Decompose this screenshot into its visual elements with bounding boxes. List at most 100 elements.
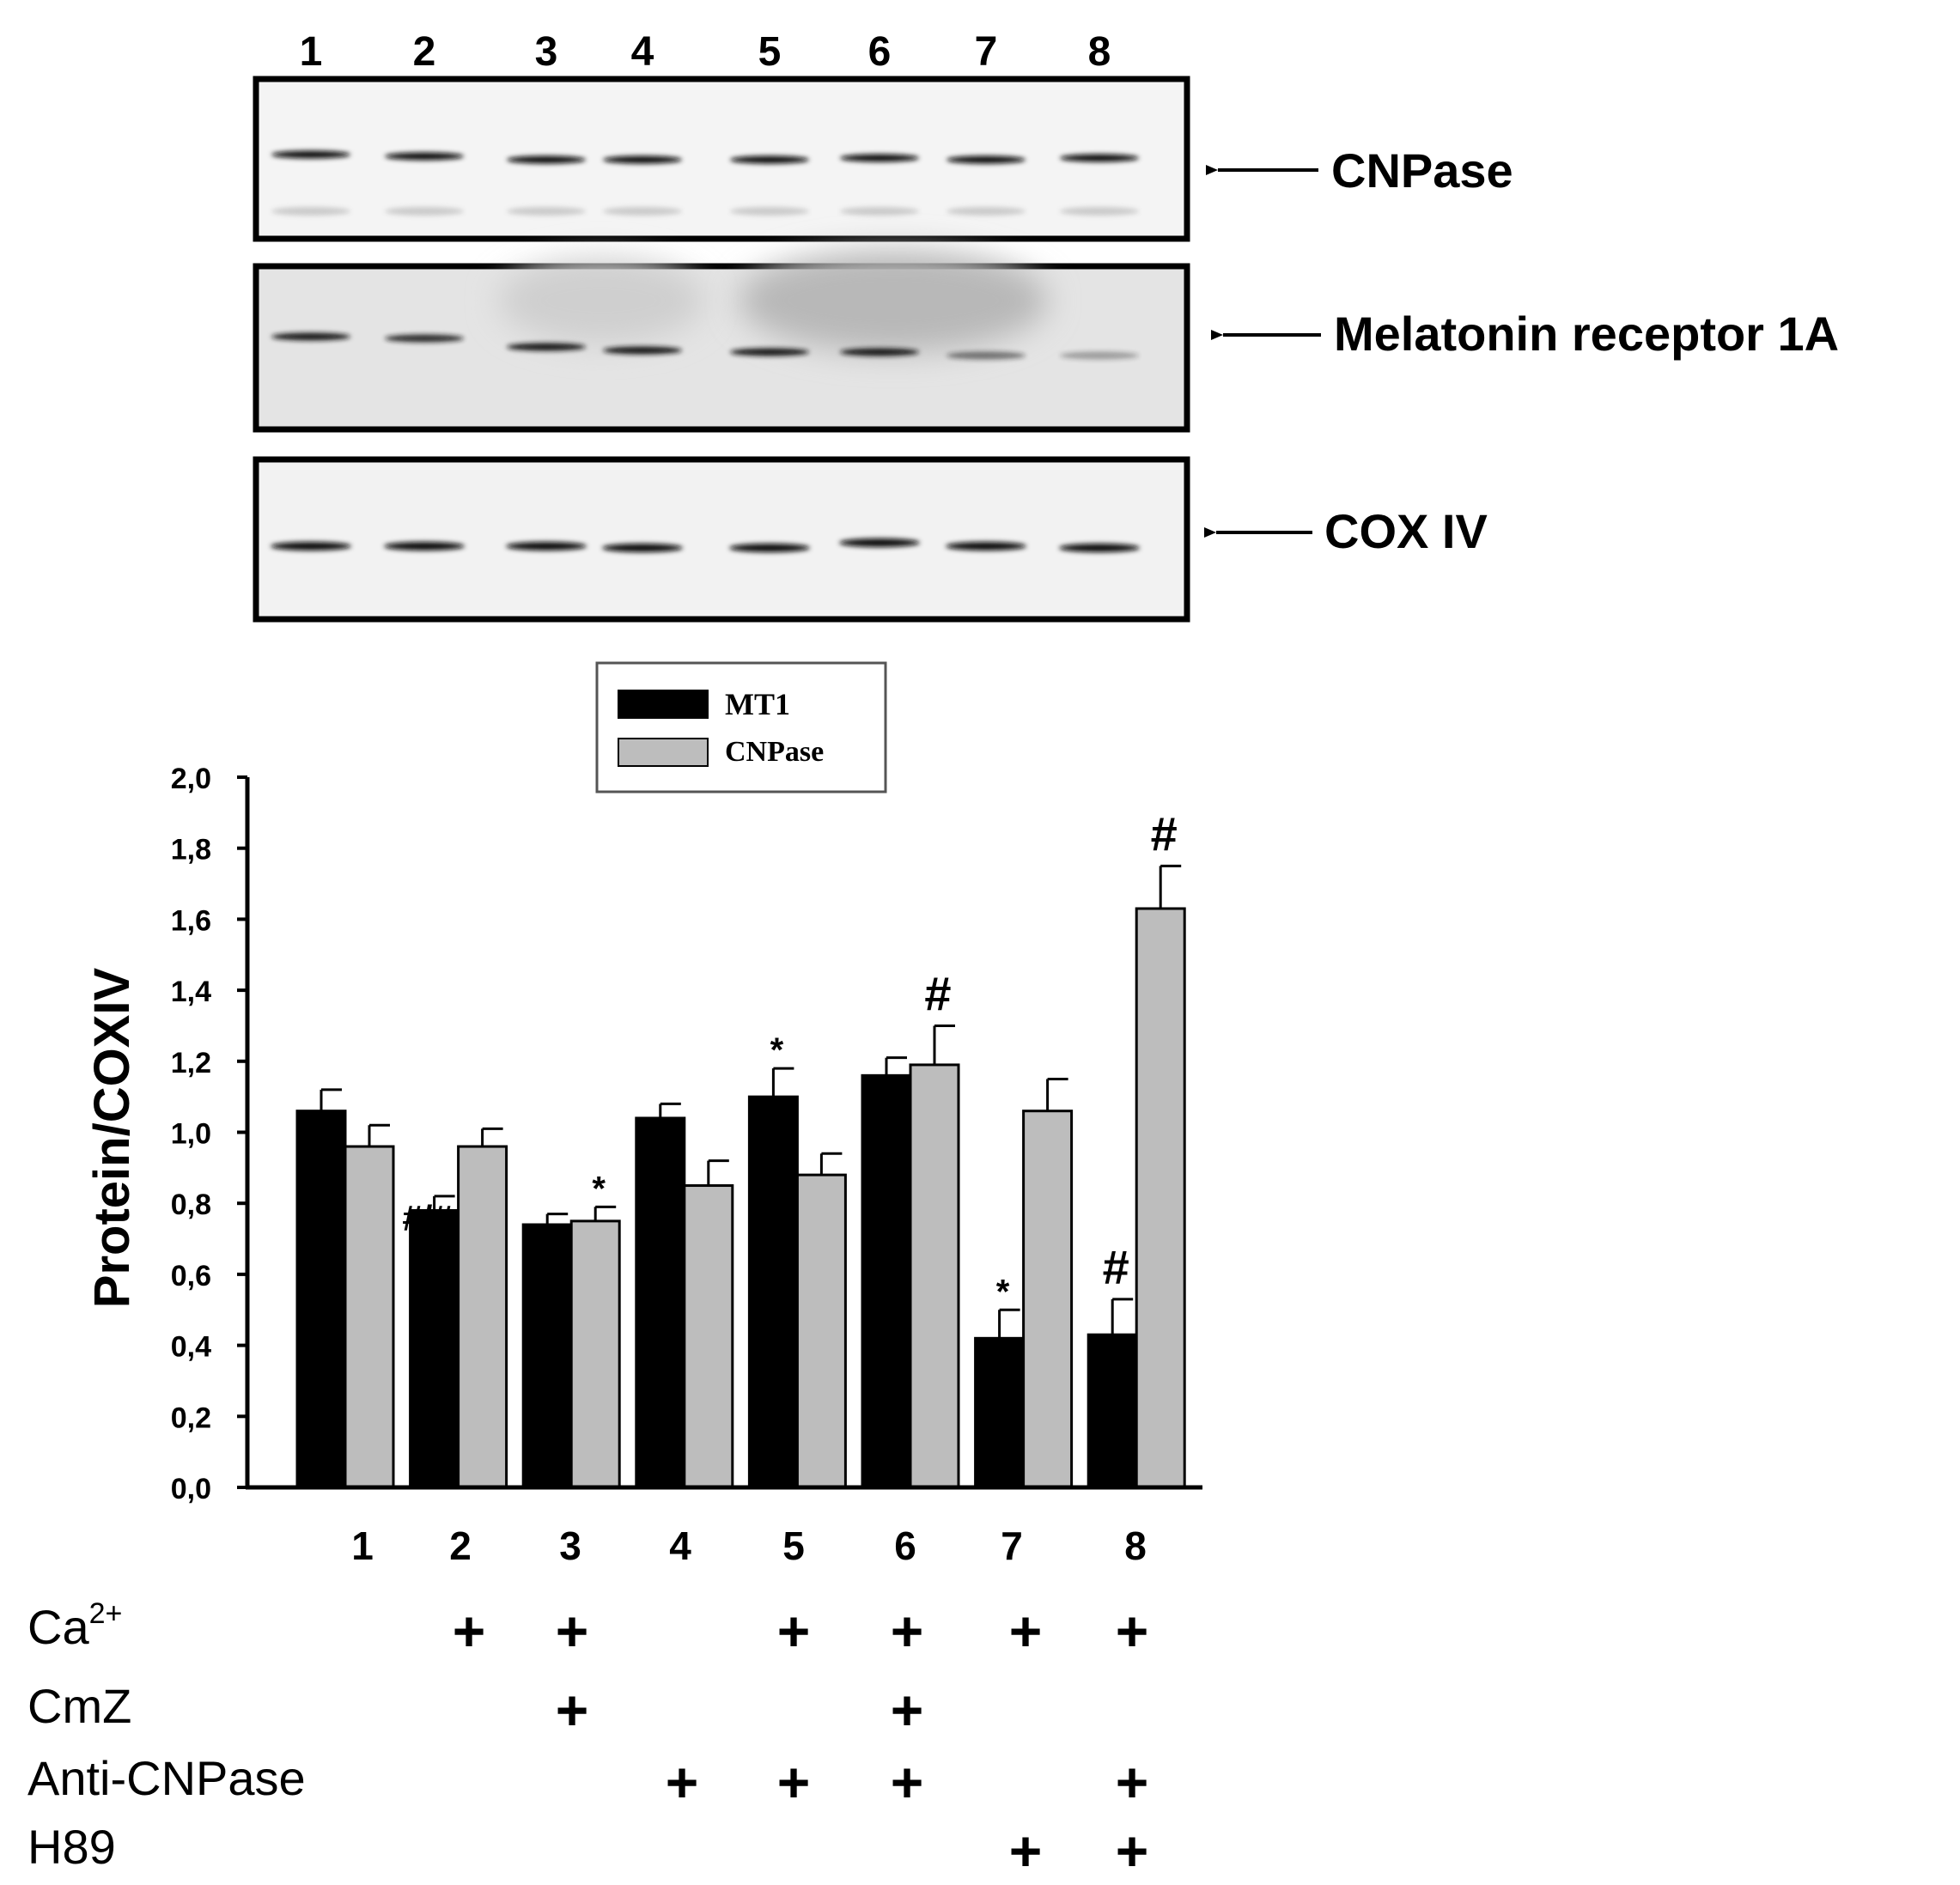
blot-band — [271, 150, 350, 159]
blot-band — [384, 542, 465, 550]
y-tick-label: 0,8 — [171, 1189, 211, 1221]
treatment-plus: + — [891, 1678, 924, 1742]
blot-band — [947, 351, 1026, 360]
bar-mt1 — [747, 1095, 799, 1489]
blot-band — [507, 343, 586, 351]
x-axis-ticks: 1 2 3 4 5 6 7 8 — [351, 1523, 1147, 1568]
treatment-plus: + — [666, 1750, 699, 1814]
blot-band — [507, 155, 586, 164]
bar-cnpase — [344, 1145, 395, 1489]
blot-band-faint — [271, 207, 350, 216]
y-tick-label: 1,4 — [171, 976, 211, 1008]
blot-band — [506, 542, 587, 550]
y-tick-label: 1,0 — [171, 1118, 211, 1151]
blot-panel-cox4 — [253, 456, 1190, 623]
treatment-plus: + — [1116, 1599, 1149, 1663]
bar-mt1 — [295, 1110, 347, 1489]
x-tick-label: 7 — [1001, 1523, 1023, 1568]
significance-marker: * — [592, 1170, 606, 1207]
lane-number: 4 — [631, 29, 654, 75]
bar-mt1 — [861, 1073, 912, 1489]
blot-band — [730, 348, 809, 356]
x-tick-label: 5 — [782, 1523, 805, 1568]
bar-cnpase — [1022, 1110, 1074, 1489]
bar-mt1 — [1087, 1333, 1138, 1489]
treatment-plus: + — [556, 1678, 589, 1742]
blot-band — [840, 348, 919, 356]
y-tick-label: 2,0 — [171, 763, 211, 795]
annotations: #/# * * # * # # — [402, 806, 1177, 1310]
significance-marker: # — [924, 966, 951, 1020]
blot-band — [840, 154, 919, 162]
bar-cnpase — [909, 1063, 960, 1489]
blot-band-faint — [603, 207, 682, 216]
legend-swatch-mt1 — [618, 690, 709, 719]
blot-band — [603, 346, 682, 355]
bar-cnpase — [795, 1173, 847, 1489]
treatment-label: CmZ — [27, 1679, 131, 1733]
treatment-plus: + — [1009, 1819, 1043, 1882]
bar-cnpase — [683, 1184, 734, 1489]
x-tick-label: 6 — [894, 1523, 916, 1568]
blot-panel-melatonin — [253, 249, 1190, 433]
cox4-bands — [271, 538, 1140, 552]
x-tick-label: 1 — [351, 1523, 374, 1568]
blot-band-faint — [385, 207, 464, 216]
treatment-plus: + — [891, 1750, 924, 1814]
bar-mt1 — [409, 1208, 460, 1489]
y-tick-label: 0,2 — [171, 1402, 211, 1434]
significance-marker: * — [770, 1031, 784, 1069]
blot-band — [385, 152, 464, 161]
row-label-melatonin-text: Melatonin receptor 1A — [1334, 307, 1839, 361]
treatment-label: Ca2+ — [27, 1597, 122, 1654]
treatment-plus: + — [777, 1750, 811, 1814]
lane-number: 2 — [413, 29, 436, 75]
bars — [295, 864, 1186, 1489]
lane-number: 1 — [300, 29, 323, 75]
blot-band — [603, 155, 682, 164]
legend-label-cnpase: CNPase — [725, 736, 824, 768]
bar-cnpase — [1135, 907, 1186, 1489]
blot-band — [729, 544, 810, 552]
cnpase-bands — [271, 150, 1139, 216]
bar-chart: 0,00,20,40,60,81,01,21,41,61,82,0 #/#**#… — [84, 763, 1202, 1568]
y-tick-label: 1,2 — [171, 1047, 211, 1079]
treatment-plus: + — [1009, 1599, 1043, 1663]
treatment-plus: + — [1116, 1750, 1149, 1814]
significance-marker: # — [1151, 806, 1178, 860]
treatment-plus: + — [891, 1599, 924, 1663]
lane-number: 6 — [868, 29, 892, 75]
blot-band-faint — [507, 207, 586, 216]
x-tick-label: 4 — [669, 1523, 691, 1568]
blot-band — [271, 542, 351, 550]
blot-band — [271, 332, 350, 341]
legend-swatch-cnpase — [618, 738, 709, 767]
blot-band — [1060, 154, 1139, 162]
blot-band — [1059, 544, 1140, 552]
blot-panel-cnpase — [253, 76, 1190, 242]
bar-cnpase — [569, 1219, 621, 1489]
y-tick-label: 0,0 — [171, 1473, 211, 1505]
lane-number: 5 — [758, 29, 782, 75]
treatment-plus: + — [1116, 1819, 1149, 1882]
legend: MT1 CNPase — [595, 661, 887, 794]
row-label-cox4-text: COX IV — [1324, 504, 1488, 558]
treatment-label: Anti-CNPase — [27, 1751, 306, 1805]
treatment-plus: + — [556, 1599, 589, 1663]
row-label-melatonin: Melatonin receptor 1A — [1211, 307, 1839, 361]
row-label-cox4: COX IV — [1204, 504, 1488, 558]
bar-cnpase — [457, 1145, 508, 1489]
treatment-label: H89 — [27, 1820, 116, 1874]
lane-number: 8 — [1088, 29, 1111, 75]
y-tick-label: 0,6 — [171, 1260, 211, 1292]
treatment-label-sup: 2+ — [89, 1597, 123, 1630]
blot-band-faint — [1060, 207, 1139, 216]
blot-band — [947, 155, 1026, 164]
lane-numbers: 1 2 3 4 5 6 7 8 — [300, 29, 1111, 75]
treatment-plus: + — [453, 1599, 486, 1663]
y-tick-label: 1,6 — [171, 904, 211, 937]
x-tick-label: 8 — [1124, 1523, 1147, 1568]
row-label-cnpase: CNPase — [1206, 143, 1513, 198]
y-axis-label: Protein/COXIV — [84, 967, 140, 1308]
